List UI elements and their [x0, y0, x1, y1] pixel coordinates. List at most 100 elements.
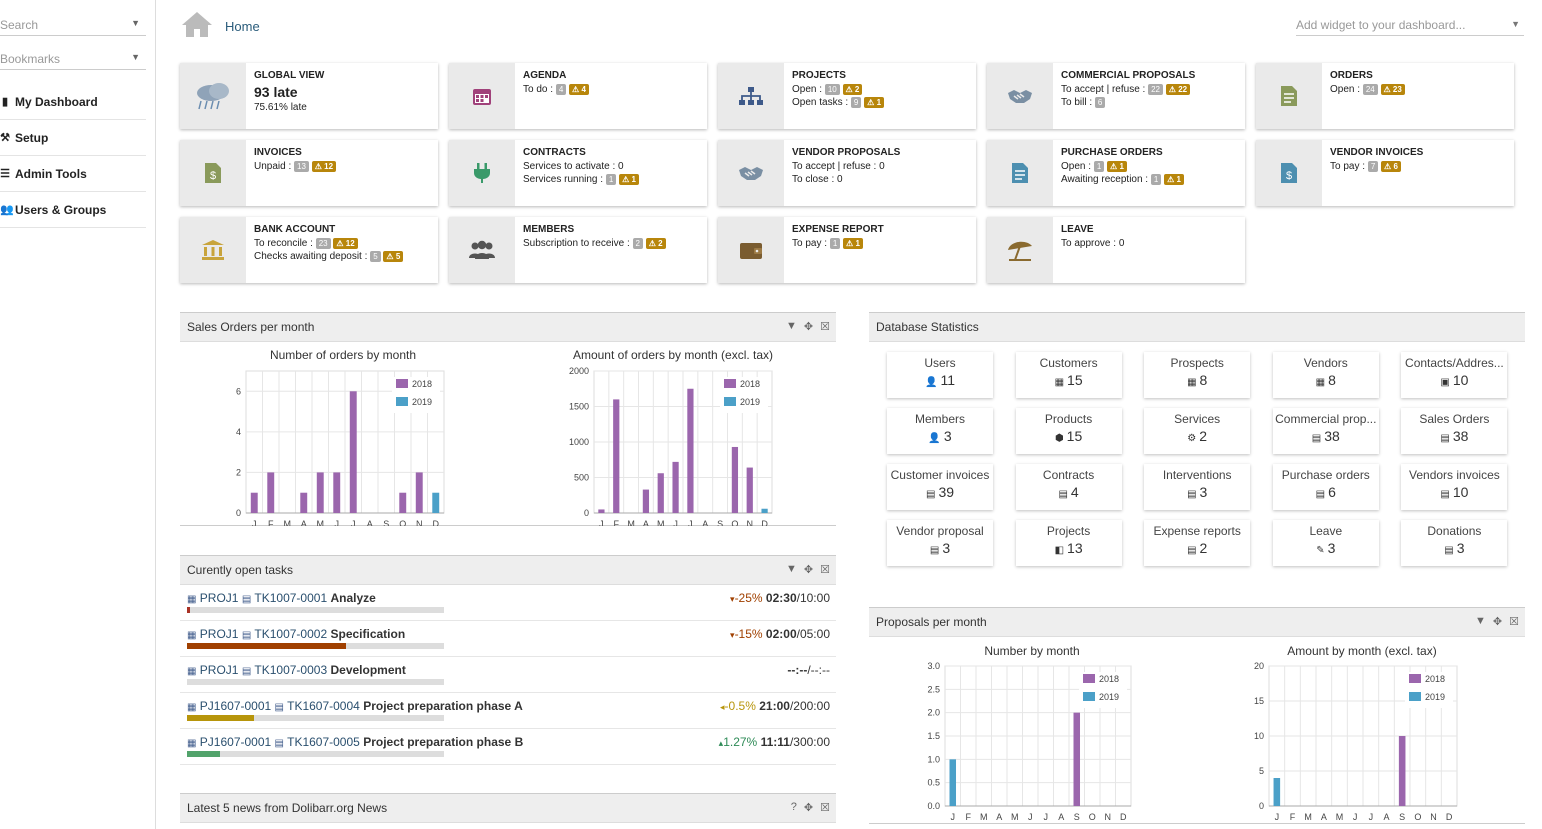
info-box-members[interactable]: MEMBERS Subscription to receive : 2 ⚠ 2	[449, 217, 707, 283]
info-box-agenda[interactable]: AGENDA To do : 4 ⚠ 4	[449, 63, 707, 129]
info-box-line[interactable]: Checks awaiting deposit : 5 ⚠ 5	[254, 250, 404, 264]
project-link[interactable]: PROJ1	[199, 627, 239, 641]
warning-badge[interactable]: ⚠ 1	[843, 237, 863, 249]
chevron-down-icon[interactable]: ▼	[131, 52, 140, 62]
task-row[interactable]: ▦ PJ1607-0001 ▤ TK1607-0004 Project prep…	[180, 693, 836, 729]
info-box-line[interactable]: Open : 24 ⚠ 23	[1330, 83, 1405, 97]
task-ref-link[interactable]: TK1007-0001	[254, 591, 328, 605]
info-box-global-view[interactable]: GLOBAL VIEW 93 late 75.61% late	[180, 63, 438, 129]
info-box-vendor-proposals[interactable]: VENDOR PROPOSALS To accept | refuse : 0 To…	[718, 140, 976, 206]
stat-card-users[interactable]: Users 👤 11	[887, 352, 993, 398]
stat-card-contracts[interactable]: Contracts ▤ 4	[1015, 464, 1122, 510]
info-box-line[interactable]: To do : 4 ⚠ 4	[523, 83, 589, 97]
menu-users-groups[interactable]: 👥 Users & Groups	[0, 192, 146, 228]
count-badge[interactable]: 22	[1148, 83, 1163, 95]
count-badge[interactable]: 6	[1094, 97, 1106, 108]
count-badge[interactable]: 1	[1093, 160, 1105, 172]
warning-badge[interactable]: ⚠ 5	[383, 251, 404, 262]
close-icon[interactable]: ☒	[820, 321, 830, 333]
move-icon[interactable]: ✥	[803, 321, 814, 333]
count-badge[interactable]: 23	[315, 237, 331, 249]
stat-card-purchase-orders[interactable]: Purchase orders ▤ 6	[1272, 464, 1379, 510]
count-badge[interactable]: 5	[370, 251, 381, 262]
task-row[interactable]: ▦ PROJ1 ▤ TK1007-0002 Specification ▾-15%…	[180, 621, 836, 657]
info-box-line[interactable]: Open : 10 ⚠ 2	[792, 83, 884, 97]
chevron-down-icon[interactable]: ▼	[1511, 19, 1520, 29]
warning-badge[interactable]: ⚠ 1	[1164, 174, 1184, 185]
warning-badge[interactable]: ⚠ 4	[569, 83, 589, 95]
bookmarks-field[interactable]: Bookmarks ▼	[0, 48, 146, 70]
info-box-projects[interactable]: PROJECTS Open : 10 ⚠ 2 Open tasks : 9 ⚠ 1	[718, 63, 976, 129]
filter-icon[interactable]: ▼	[1475, 615, 1486, 627]
warning-badge[interactable]: ⚠ 1	[864, 97, 885, 108]
filter-icon[interactable]: ▼	[786, 320, 797, 332]
warning-badge[interactable]: ⚠ 12	[333, 237, 358, 249]
stat-card-interventions[interactable]: Interventions ▤ 3	[1144, 464, 1251, 510]
info-box-line[interactable]: To accept | refuse : 0	[792, 160, 900, 174]
count-badge[interactable]: 7	[1367, 160, 1379, 172]
info-box-line[interactable]: Services running : 1 ⚠ 1	[523, 173, 639, 187]
breadcrumb-home[interactable]: Home	[225, 19, 260, 34]
project-link[interactable]: PJ1607-0001	[199, 735, 272, 749]
info-box-line[interactable]: To close : 0	[792, 173, 900, 187]
warning-badge[interactable]: ⚠ 1	[619, 174, 639, 185]
info-box-commercial-proposals[interactable]: COMMERCIAL PROPOSALS To accept | refuse :…	[987, 63, 1245, 129]
info-box-line[interactable]: To bill : 6	[1061, 96, 1195, 110]
count-badge[interactable]: 24	[1362, 83, 1378, 95]
warning-badge[interactable]: ⚠ 2	[645, 237, 666, 249]
info-box-orders[interactable]: ORDERS Open : 24 ⚠ 23	[1256, 63, 1514, 129]
stat-card-services[interactable]: Services ⚙ 2	[1144, 408, 1251, 454]
count-badge[interactable]: 1	[829, 237, 841, 249]
warning-badge[interactable]: ⚠ 6	[1381, 160, 1401, 172]
project-link[interactable]: PROJ1	[199, 663, 239, 677]
count-badge[interactable]: 1	[1150, 174, 1162, 185]
stat-card-customer-invoices[interactable]: Customer invoices ▤ 39	[887, 464, 993, 510]
info-box-contracts[interactable]: CONTRACTS Services to activate : 0 Service…	[449, 140, 707, 206]
warning-badge[interactable]: ⚠ 2	[842, 83, 863, 95]
stat-card-leave[interactable]: Leave ✎ 3	[1272, 520, 1379, 566]
stat-card-vendors[interactable]: Vendors ▦ 8	[1272, 352, 1379, 398]
info-box-line[interactable]: To accept | refuse : 22 ⚠ 22	[1061, 83, 1195, 97]
task-row[interactable]: ▦ PJ1607-0001 ▤ TK1607-0005 Project prep…	[180, 729, 836, 765]
info-box-line[interactable]: Open tasks : 9 ⚠ 1	[792, 96, 885, 110]
warning-badge[interactable]: ⚠ 12	[311, 160, 337, 172]
count-badge[interactable]: 2	[632, 237, 643, 249]
info-box-line[interactable]: Services to activate : 0	[523, 160, 639, 174]
info-box-line[interactable]: To reconcile : 23 ⚠ 12	[254, 237, 403, 251]
close-icon[interactable]: ☒	[820, 564, 830, 576]
filter-icon[interactable]: ▼	[786, 563, 797, 575]
warning-badge[interactable]: ⚠ 23	[1380, 83, 1405, 95]
help-icon[interactable]: ?	[790, 801, 797, 813]
stat-card-customers[interactable]: Customers ▦ 15	[1015, 352, 1122, 398]
warning-badge[interactable]: ⚠ 1	[1107, 160, 1127, 172]
task-row[interactable]: ▦ PROJ1 ▤ TK1007-0003 Development --:--/-…	[180, 657, 836, 693]
count-badge[interactable]: 9	[850, 97, 862, 108]
stat-card-expense-reports[interactable]: Expense reports ▤ 2	[1144, 520, 1251, 566]
stat-card-sales-orders[interactable]: Sales Orders ▤ 38	[1401, 408, 1508, 454]
menu-setup[interactable]: ⚒ Setup	[0, 120, 146, 156]
count-badge[interactable]: 10	[824, 83, 840, 95]
info-box-bank-account[interactable]: BANK ACCOUNT To reconcile : 23 ⚠ 12 Checks…	[180, 217, 438, 283]
info-box-line[interactable]: Unpaid : 13 ⚠ 12	[254, 160, 337, 174]
close-icon[interactable]: ☒	[1509, 616, 1519, 628]
menu-admin-tools[interactable]: ☰ Admin Tools	[0, 156, 146, 192]
stat-card-projects[interactable]: Projects ◧ 13	[1015, 520, 1122, 566]
info-box-line[interactable]: To pay : 1 ⚠ 1	[792, 237, 884, 251]
stat-card-contacts-addres[interactable]: Contacts/Addres... ▣ 10	[1401, 352, 1508, 398]
stat-card-commercial-prop[interactable]: Commercial prop... ▤ 38	[1272, 408, 1379, 454]
task-ref-link[interactable]: TK1607-0004	[287, 699, 360, 713]
stat-card-donations[interactable]: Donations ▤ 3	[1401, 520, 1508, 566]
task-ref-link[interactable]: TK1007-0002	[254, 627, 328, 641]
info-box-vendor-invoices[interactable]: $ VENDOR INVOICES To pay : 7 ⚠ 6	[1256, 140, 1514, 206]
menu-my-dashboard[interactable]: ▮ My Dashboard	[0, 84, 146, 120]
project-link[interactable]: PROJ1	[199, 591, 239, 605]
info-box-invoices[interactable]: $ INVOICES Unpaid : 13 ⚠ 12	[180, 140, 438, 206]
search-field[interactable]: Search ▼	[0, 14, 146, 36]
info-box-line[interactable]: Open : 1 ⚠ 1	[1061, 160, 1184, 174]
stat-card-vendor-proposal[interactable]: Vendor proposal ▤ 3	[887, 520, 993, 566]
info-box-line[interactable]: Subscription to receive : 2 ⚠ 2	[523, 237, 666, 251]
count-badge[interactable]: 1	[605, 174, 617, 185]
task-ref-link[interactable]: TK1607-0005	[287, 735, 360, 749]
stat-card-prospects[interactable]: Prospects ▦ 8	[1144, 352, 1251, 398]
stat-card-products[interactable]: Products ⬢ 15	[1015, 408, 1122, 454]
